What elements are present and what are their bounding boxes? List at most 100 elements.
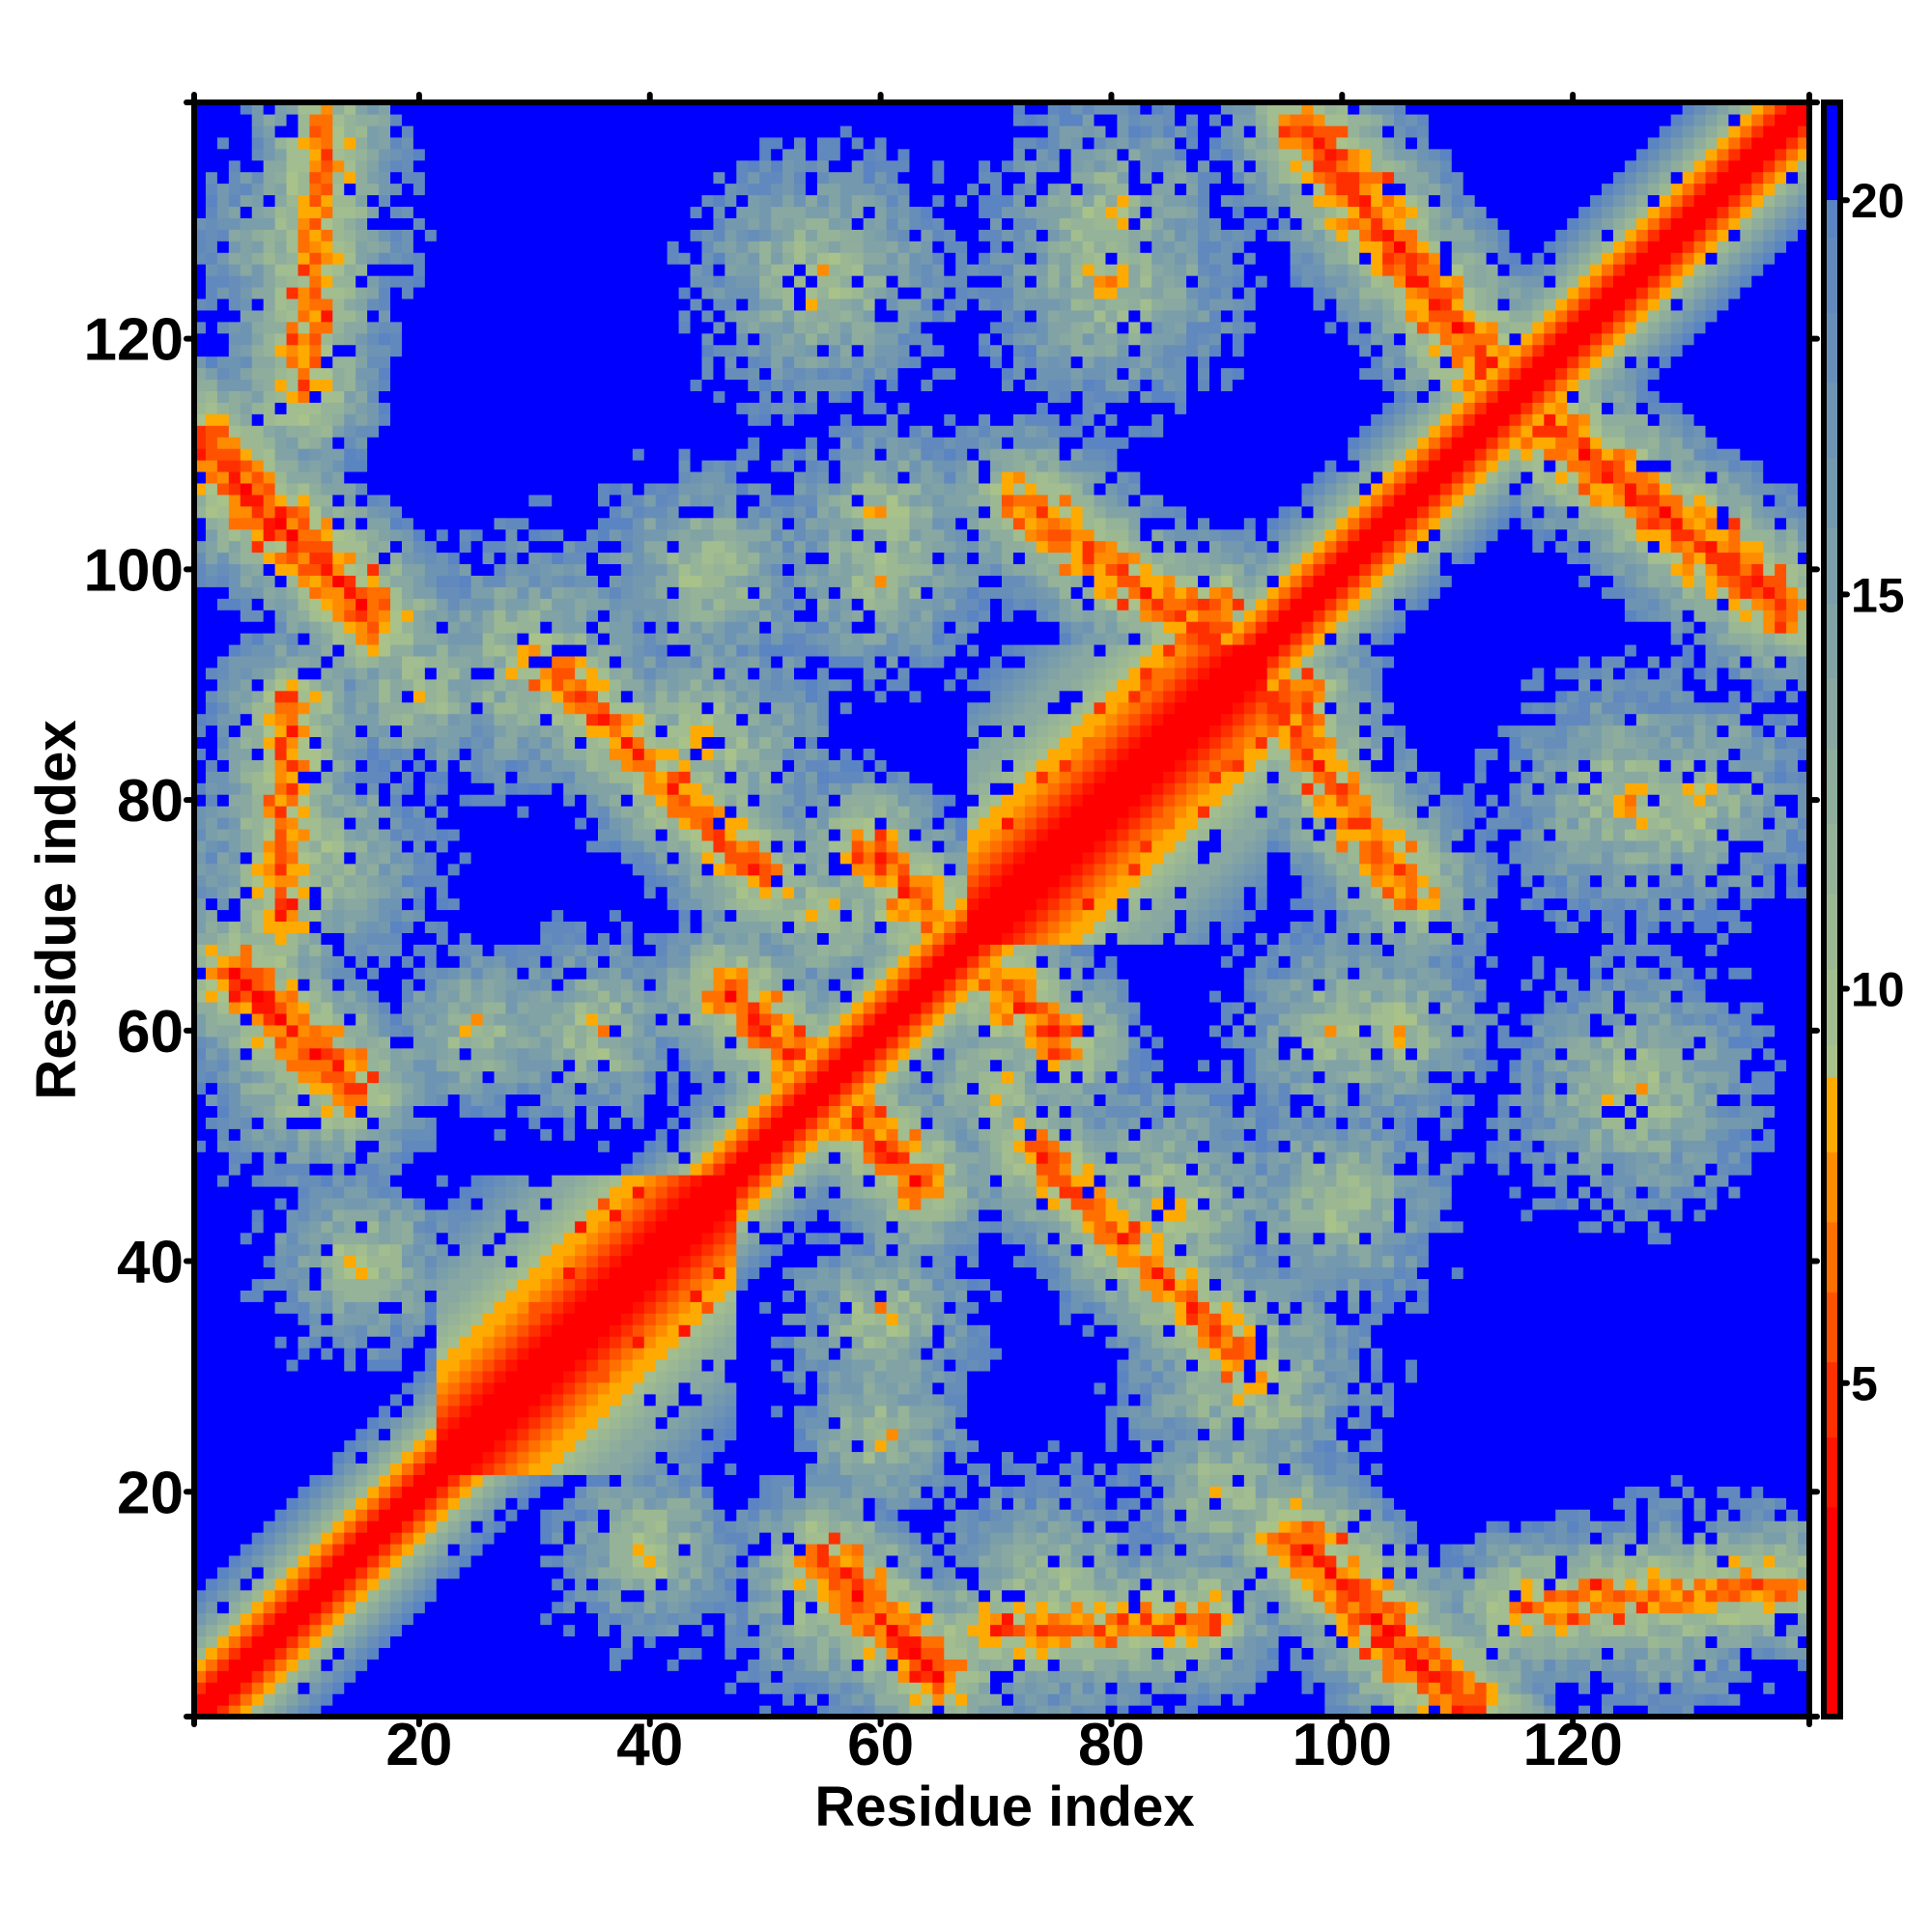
- heatmap-cell: [367, 194, 380, 208]
- heatmap-cell: [390, 828, 403, 841]
- heatmap-cell: [298, 1532, 311, 1545]
- heatmap-cell: [528, 1059, 541, 1072]
- heatmap-cell: [494, 321, 507, 334]
- heatmap-cell: [424, 1381, 438, 1395]
- heatmap-cell: [598, 1140, 611, 1152]
- heatmap-cell: [552, 517, 564, 530]
- heatmap-cell: [517, 505, 529, 519]
- heatmap-cell: [494, 863, 507, 876]
- heatmap-cell: [379, 1428, 391, 1441]
- heatmap-cell: [240, 1232, 253, 1245]
- heatmap-cell: [586, 851, 599, 865]
- heatmap-cell: [251, 886, 265, 899]
- heatmap-cell: [321, 1393, 333, 1406]
- heatmap-cell: [355, 1348, 368, 1360]
- heatmap-cell: [344, 944, 356, 956]
- heatmap-cell: [390, 955, 403, 968]
- heatmap-cell: [424, 863, 438, 876]
- heatmap-cell: [240, 990, 253, 1003]
- heatmap-cell: [505, 1105, 518, 1118]
- heatmap-cell: [298, 794, 311, 807]
- heatmap-cell: [390, 448, 403, 461]
- heatmap-cell: [586, 1566, 599, 1579]
- heatmap-cell: [459, 563, 472, 576]
- heatmap-cell: [251, 183, 265, 196]
- heatmap-cell: [424, 1554, 438, 1568]
- heatmap-cell: [298, 159, 311, 173]
- heatmap-cell: [494, 598, 507, 611]
- heatmap-cell: [379, 575, 391, 587]
- heatmap-cell: [367, 1601, 380, 1614]
- heatmap-cell: [412, 1278, 426, 1291]
- heatmap-cell: [412, 1670, 426, 1683]
- heatmap-cell: [459, 1451, 472, 1464]
- heatmap-cell: [436, 367, 449, 381]
- heatmap-cell: [598, 979, 611, 991]
- heatmap-cell: [540, 1117, 553, 1129]
- heatmap-cell: [517, 1266, 529, 1280]
- heatmap-cell: [228, 828, 242, 841]
- heatmap-cell: [228, 321, 242, 334]
- heatmap-cell: [586, 148, 599, 161]
- heatmap-cell: [436, 610, 449, 622]
- heatmap-cell: [298, 206, 311, 218]
- heatmap-cell: [436, 1393, 449, 1406]
- heatmap-cell: [424, 494, 438, 507]
- heatmap-cell: [540, 344, 553, 357]
- heatmap-cell: [332, 425, 345, 438]
- heatmap-cell: [298, 586, 311, 599]
- heatmap-cell: [274, 1128, 288, 1141]
- heatmap-cell: [390, 482, 403, 496]
- heatmap-cell: [274, 517, 288, 530]
- heatmap-cell: [517, 1208, 529, 1222]
- heatmap-cell: [575, 667, 587, 680]
- heatmap-cell: [332, 932, 345, 945]
- heatmap-cell: [586, 425, 599, 438]
- heatmap-cell: [586, 1313, 599, 1325]
- heatmap-cell: [390, 113, 403, 127]
- heatmap-cell: [263, 1070, 276, 1084]
- heatmap-cell: [194, 1140, 207, 1152]
- heatmap-cell: [552, 817, 564, 830]
- heatmap-cell: [228, 1290, 242, 1302]
- heatmap-cell: [298, 1635, 311, 1648]
- heatmap-cell: [505, 1336, 518, 1349]
- heatmap-cell: [367, 1682, 380, 1694]
- heatmap-cell: [205, 655, 218, 668]
- heatmap-cell: [436, 1336, 449, 1349]
- heatmap-cell: [563, 460, 576, 472]
- heatmap-cell: [194, 206, 207, 218]
- heatmap-cell: [482, 425, 496, 438]
- heatmap-cell: [563, 1577, 576, 1591]
- heatmap-cell: [505, 1624, 518, 1637]
- heatmap-cell: [286, 701, 299, 715]
- heatmap-cell: [598, 1324, 611, 1337]
- heatmap-cell: [332, 540, 345, 554]
- heatmap-cell: [563, 863, 576, 876]
- heatmap-cell: [298, 828, 311, 841]
- heatmap-cell: [205, 771, 218, 783]
- heatmap-cell: [505, 748, 518, 760]
- heatmap-cell: [552, 1451, 564, 1464]
- heatmap-cell: [528, 610, 541, 622]
- heatmap-cell: [274, 540, 288, 554]
- heatmap-cell: [309, 1659, 322, 1671]
- heatmap-cell: [447, 1670, 461, 1683]
- heatmap-cell: [251, 136, 265, 150]
- heatmap-cell: [586, 655, 599, 668]
- heatmap-cell: [309, 1647, 322, 1660]
- heatmap-cell: [240, 1358, 253, 1372]
- heatmap-cell: [505, 517, 518, 530]
- heatmap-cell: [367, 886, 380, 899]
- heatmap-cell: [401, 1416, 414, 1430]
- heatmap-cell: [528, 367, 541, 381]
- heatmap-cell: [598, 1474, 611, 1487]
- heatmap-cell: [379, 1266, 391, 1280]
- heatmap-cell: [505, 1439, 518, 1453]
- heatmap-cell: [263, 217, 276, 230]
- heatmap-cell: [216, 921, 230, 933]
- heatmap-cell: [517, 1647, 529, 1660]
- heatmap-cell: [228, 1647, 242, 1660]
- heatmap-cell: [470, 252, 484, 265]
- heatmap-cell: [586, 1151, 599, 1164]
